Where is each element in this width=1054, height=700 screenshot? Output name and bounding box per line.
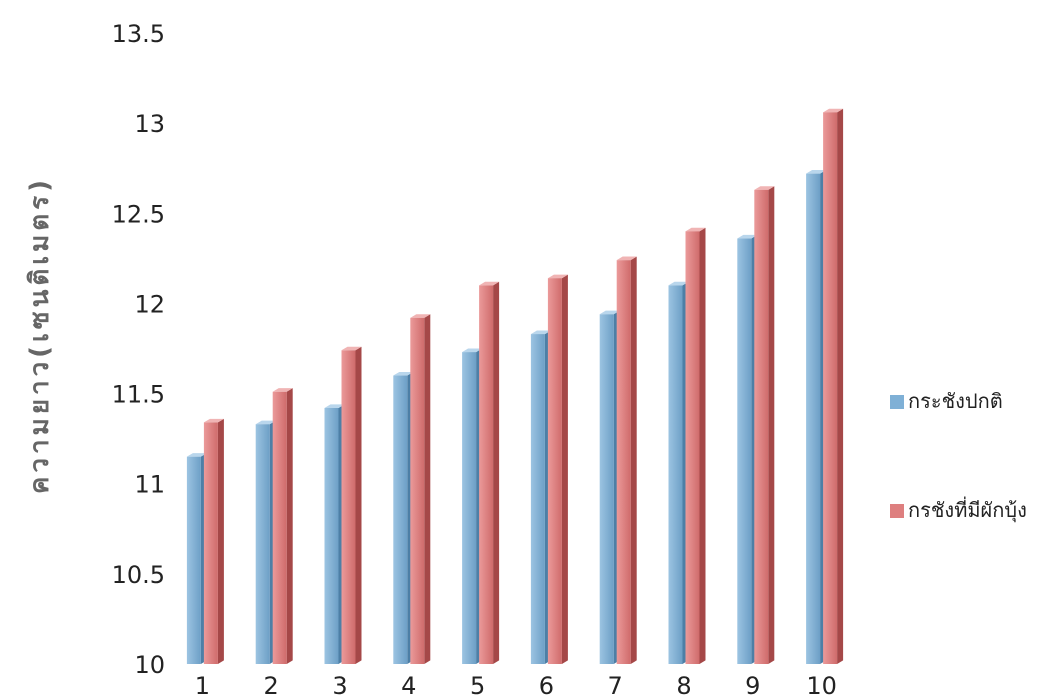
- bar: [479, 281, 500, 664]
- bar-side-face: [561, 274, 568, 664]
- y-tick-label: 12: [134, 290, 165, 318]
- bar-side-face: [768, 186, 775, 664]
- bar-top-face: [410, 314, 431, 318]
- x-tick-label: 10: [806, 672, 837, 700]
- bar: [341, 346, 362, 664]
- bar-top-face: [599, 310, 620, 315]
- bar-front-face: [255, 424, 270, 664]
- bar-series-group: [186, 108, 844, 665]
- bar-top-face: [462, 348, 483, 353]
- bar: [823, 108, 844, 665]
- y-tick-label: 11: [134, 471, 165, 499]
- bar-top-face: [616, 256, 637, 261]
- y-tick-label: 13: [134, 110, 165, 138]
- bar-side-face: [837, 108, 844, 665]
- bar-side-face: [630, 256, 637, 664]
- y-tick-label: 13.5: [112, 20, 165, 48]
- bar-front-face: [203, 422, 218, 664]
- bar-front-face: [616, 260, 631, 664]
- bar-front-face: [393, 375, 408, 664]
- bar-top-face: [255, 420, 276, 425]
- bar-front-face: [462, 352, 477, 664]
- bar-front-face: [186, 456, 201, 664]
- legend-item: กระชังปกติ: [890, 389, 1003, 413]
- legend-item: กรชังที่มีผักบุ้ง: [890, 496, 1027, 523]
- bar-side-face: [699, 227, 706, 664]
- x-tick-label: 6: [539, 672, 554, 700]
- y-axis-tick-labels: 10 10.5 11 11.5 12 12.5 13 13.5: [112, 20, 165, 679]
- bar-front-face: [530, 334, 545, 664]
- bar-front-face: [341, 350, 356, 664]
- bar-top-face: [479, 281, 500, 286]
- legend: กระชังปกติกรชังที่มีผักบุ้ง: [890, 389, 1027, 523]
- bar-top-face: [547, 274, 568, 279]
- y-tick-label: 10.5: [112, 561, 165, 589]
- x-tick-label: 2: [264, 672, 279, 700]
- y-tick-label: 10: [134, 651, 165, 679]
- x-tick-label: 9: [745, 672, 760, 700]
- x-tick-label: 7: [608, 672, 623, 700]
- bar-top-face: [272, 388, 293, 392]
- bar-front-face: [599, 314, 614, 664]
- bar-top-face: [341, 346, 362, 351]
- bar-front-face: [737, 238, 752, 665]
- bar-front-face: [547, 278, 562, 664]
- bar-top-face: [203, 418, 224, 423]
- bar-top-face: [530, 330, 551, 335]
- bar-side-face: [217, 418, 224, 664]
- bar-side-face: [424, 314, 431, 664]
- bar-top-face: [754, 186, 775, 190]
- bar-top-face: [186, 453, 207, 457]
- bar-front-face: [410, 317, 425, 664]
- x-tick-label: 4: [401, 672, 416, 700]
- bar: [754, 186, 775, 664]
- y-tick-label: 12.5: [112, 200, 165, 228]
- bar-front-face: [685, 231, 700, 665]
- x-tick-label: 1: [195, 672, 210, 700]
- bar-front-face: [754, 189, 769, 664]
- bar-top-face: [823, 108, 844, 113]
- bar-top-face: [685, 227, 706, 232]
- bar-front-face: [324, 407, 339, 664]
- bar: [410, 314, 431, 664]
- bar-top-face: [737, 234, 758, 239]
- bar-front-face: [272, 391, 287, 664]
- legend-label: กรชังที่มีผักบุ้ง: [908, 496, 1027, 523]
- bar-front-face: [806, 173, 821, 664]
- y-tick-label: 11.5: [112, 381, 165, 409]
- x-tick-label: 8: [676, 672, 691, 700]
- bar-front-face: [823, 112, 838, 665]
- bar: [203, 418, 224, 664]
- bar-top-face: [393, 371, 414, 376]
- bar-top-face: [668, 281, 689, 286]
- x-tick-label: 5: [470, 672, 485, 700]
- bar-side-face: [355, 346, 362, 664]
- legend-swatch: [890, 395, 904, 409]
- bar: [272, 388, 293, 664]
- bar-top-face: [324, 404, 345, 408]
- legend-label: กระชังปกติ: [908, 389, 1003, 413]
- bar: [547, 274, 568, 664]
- x-axis-tick-labels: 1 2 3 4 5 6 7 8 9 10: [195, 672, 837, 700]
- bar-front-face: [479, 285, 494, 664]
- bar: [616, 256, 637, 664]
- legend-swatch: [890, 504, 904, 518]
- bar: [685, 227, 706, 665]
- bar-top-face: [806, 170, 827, 174]
- bar-side-face: [286, 388, 293, 664]
- y-axis-title: ความยาว(เซนติเมตร): [25, 176, 55, 494]
- bar-side-face: [493, 281, 500, 664]
- bar-front-face: [668, 285, 683, 664]
- x-tick-label: 3: [332, 672, 347, 700]
